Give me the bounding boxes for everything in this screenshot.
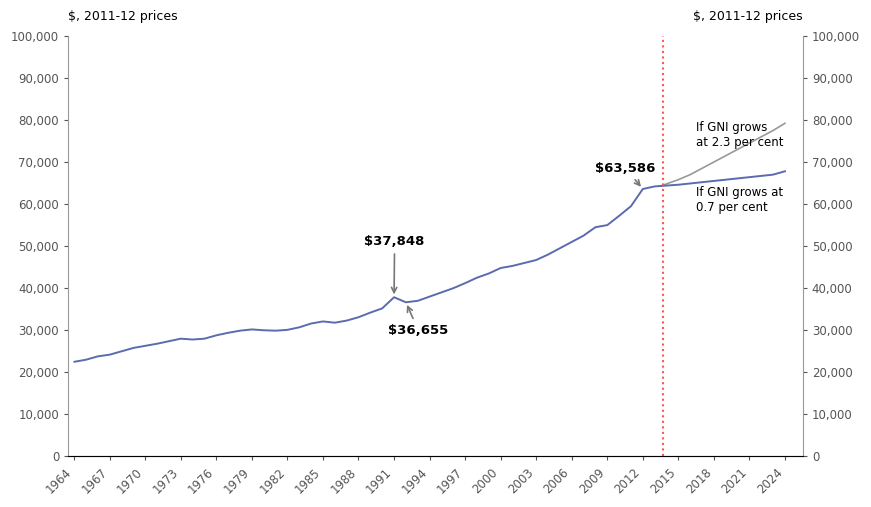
Text: $, 2011-12 prices: $, 2011-12 prices <box>693 10 803 23</box>
Text: If GNI grows at
0.7 per cent: If GNI grows at 0.7 per cent <box>696 186 783 214</box>
Text: $63,586: $63,586 <box>596 162 656 186</box>
Text: $36,655: $36,655 <box>388 307 449 337</box>
Text: If GNI grows
at 2.3 per cent: If GNI grows at 2.3 per cent <box>696 121 784 149</box>
Text: $, 2011-12 prices: $, 2011-12 prices <box>68 10 178 23</box>
Text: $37,848: $37,848 <box>364 235 425 293</box>
